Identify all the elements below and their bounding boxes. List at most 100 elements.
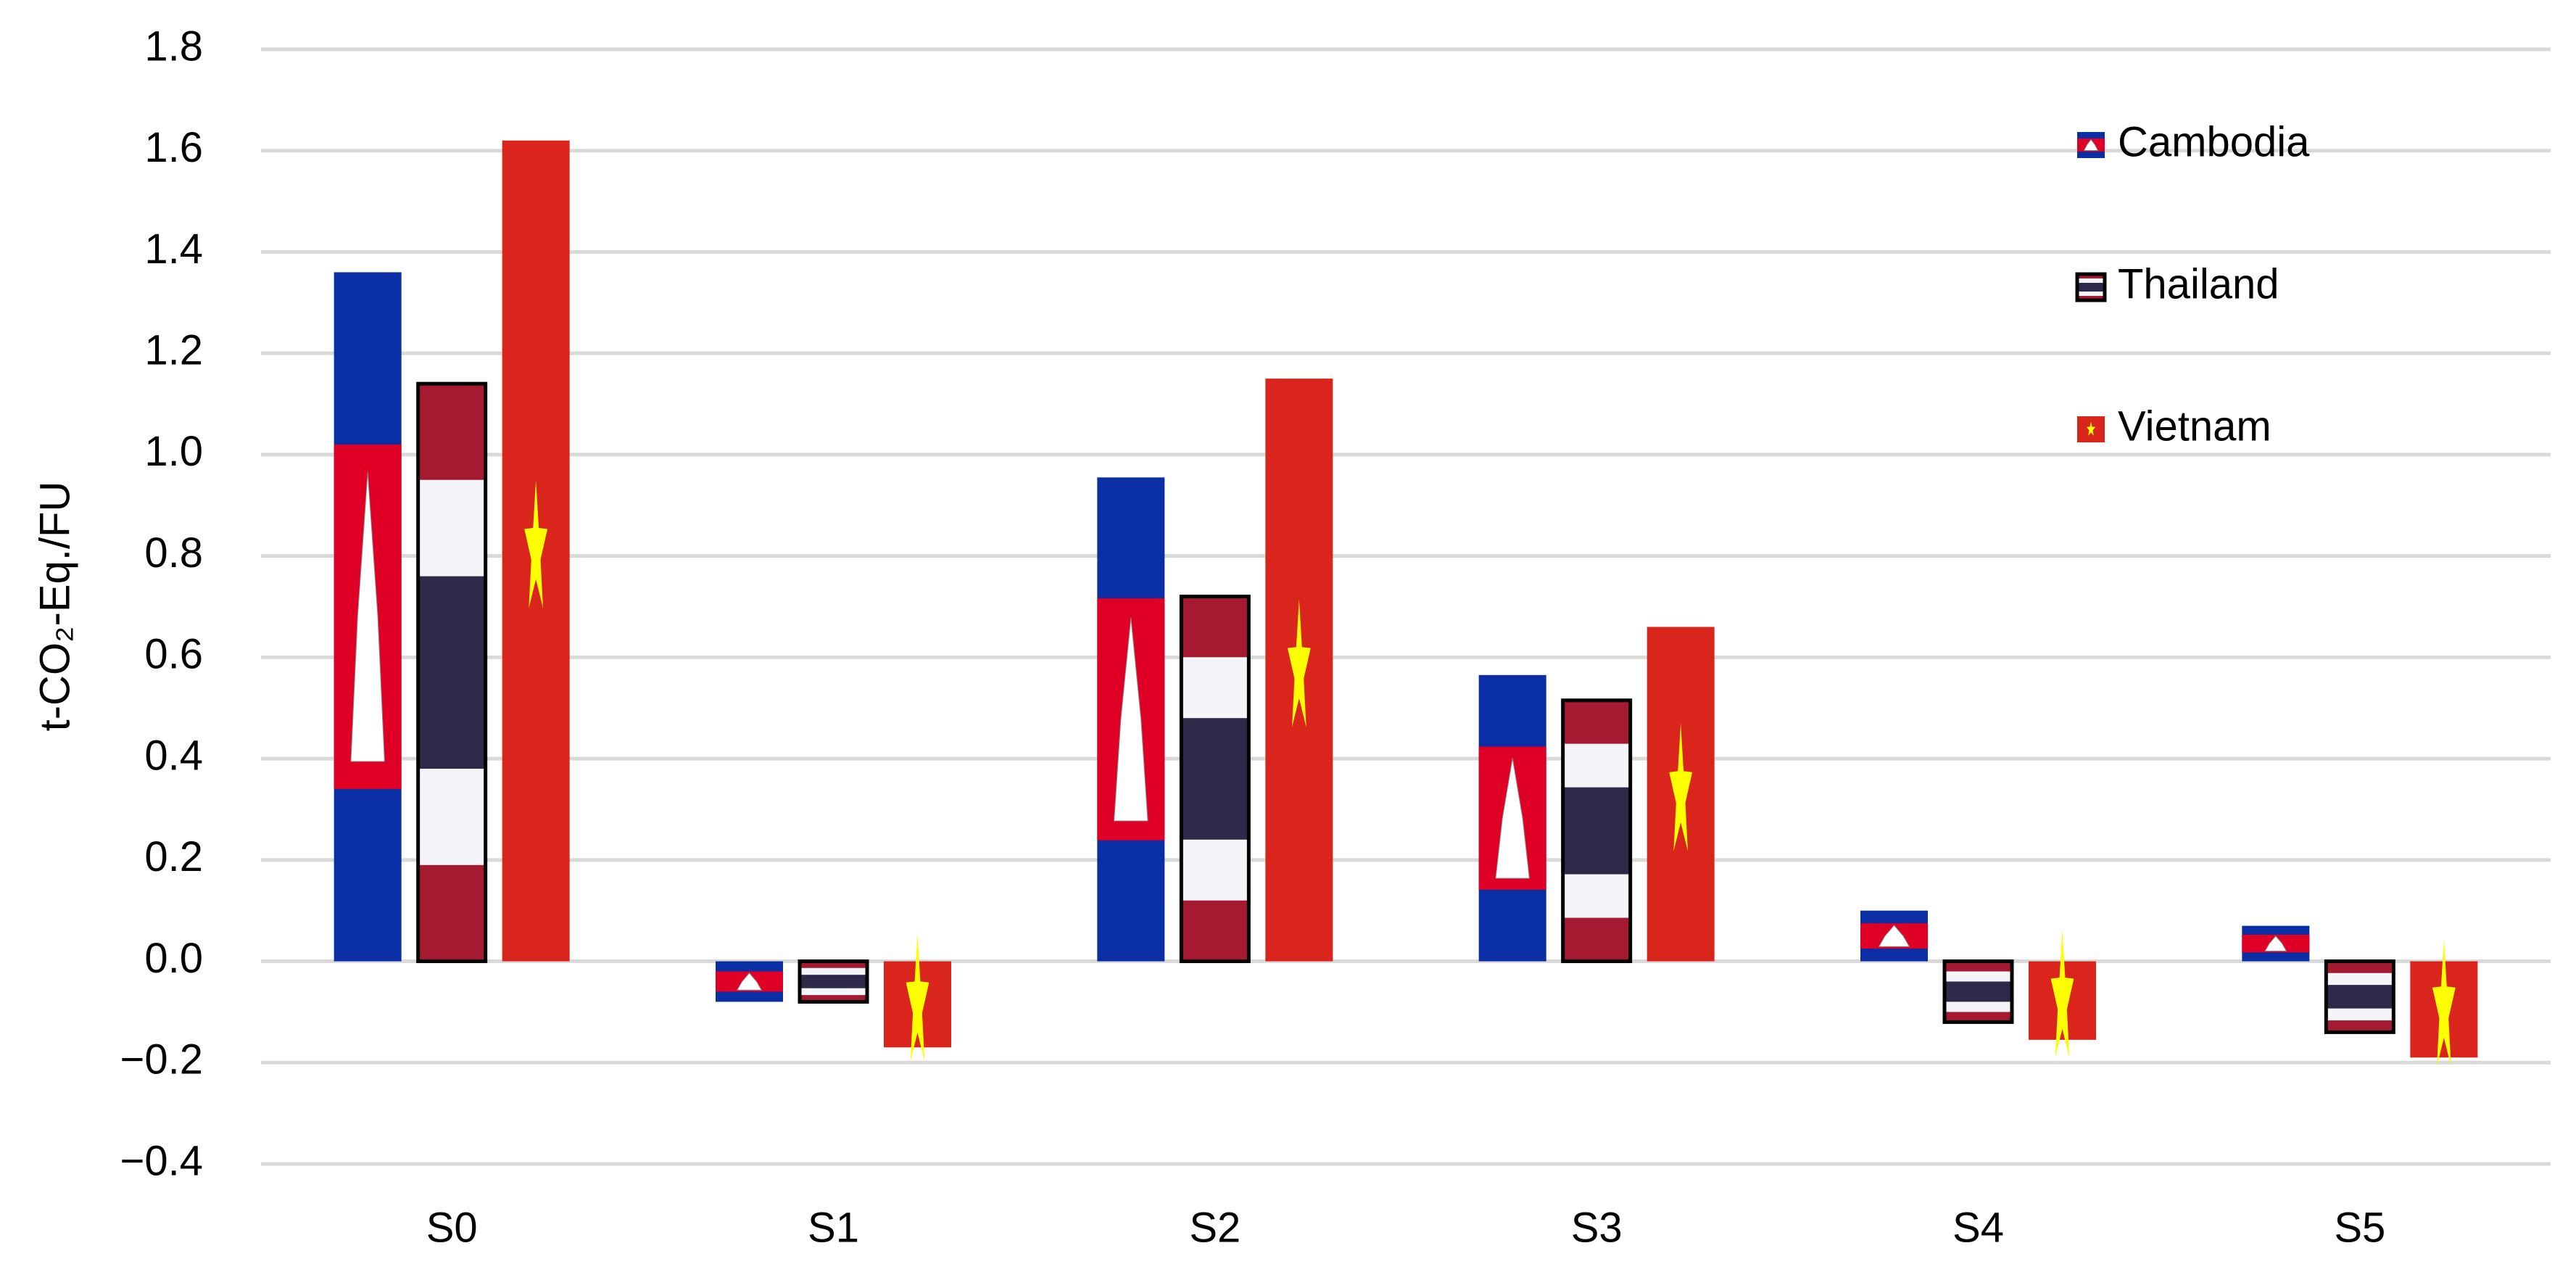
bar-group xyxy=(1647,627,1715,962)
flag-star xyxy=(906,933,929,1062)
bar-group xyxy=(2029,930,2096,1058)
bar xyxy=(416,381,488,964)
flag-temple xyxy=(2083,139,2099,152)
flag-stripe xyxy=(1945,971,2012,982)
y-tick-label: −0.2 xyxy=(120,1036,204,1083)
flag-stripe xyxy=(800,988,867,996)
flag-stripe xyxy=(1945,961,2012,972)
flag-temple xyxy=(1114,617,1148,822)
flag-stripe xyxy=(1945,981,2012,1002)
flag-temple xyxy=(736,972,763,991)
flag-stripe xyxy=(2326,1020,2394,1033)
bar-group xyxy=(1179,595,1251,964)
x-tick-label: S2 xyxy=(1189,1204,1241,1251)
bar-group xyxy=(1478,674,1546,962)
flag-stripe xyxy=(418,576,486,769)
flag-temple xyxy=(1878,925,1910,947)
bar xyxy=(1561,698,1633,964)
bar xyxy=(1942,959,2014,1024)
flag-star xyxy=(1669,723,1693,851)
bar xyxy=(1179,595,1251,964)
y-tick-label: 0.0 xyxy=(144,935,203,982)
flag-stripe xyxy=(1562,874,1631,918)
bar-group xyxy=(334,272,402,962)
flag-temple xyxy=(1495,758,1530,879)
flag-stripe xyxy=(1562,917,1631,962)
flag-stripe xyxy=(1945,1012,2012,1023)
bar-group xyxy=(1265,379,1333,962)
flag-stripe xyxy=(1562,700,1631,744)
y-tick-label: 0.4 xyxy=(144,732,203,779)
x-tick-label: S0 xyxy=(426,1204,478,1251)
y-tick-label: 0.6 xyxy=(144,631,203,678)
flag-stripe xyxy=(1181,596,1249,658)
bar-group xyxy=(2242,925,2310,962)
flag-stripe xyxy=(800,967,867,975)
flag-stripe xyxy=(418,384,486,480)
flag-stripe xyxy=(1181,900,1249,962)
flag-stripe xyxy=(418,769,486,865)
flag-stripe xyxy=(418,864,486,962)
y-tick-label: 0.8 xyxy=(144,529,203,577)
legend-item: Thailand xyxy=(2075,260,2279,307)
x-tick-label: S3 xyxy=(1571,1204,1623,1251)
bar-group xyxy=(798,959,869,1004)
flag-star xyxy=(2086,421,2096,436)
grid-group xyxy=(261,47,2551,1166)
flag-stripe xyxy=(1181,657,1249,719)
flag-star xyxy=(524,480,548,608)
x-tick-label: S4 xyxy=(1952,1204,2004,1251)
flag-stripe xyxy=(418,479,486,577)
y-tick-label: 1.4 xyxy=(144,226,203,273)
bar-group xyxy=(884,933,951,1062)
flag-stripe xyxy=(2326,1008,2394,1021)
flag-stripe xyxy=(1181,839,1249,901)
flag-stripe xyxy=(800,975,867,988)
bar xyxy=(798,959,869,1004)
bar-group xyxy=(502,140,570,962)
legend-label: Vietnam xyxy=(2118,402,2271,450)
flag-stripe xyxy=(2326,985,2394,1009)
bar-group xyxy=(2324,959,2395,1034)
y-tick-label: −0.4 xyxy=(120,1137,204,1184)
y-tick-label: 1.8 xyxy=(144,22,203,70)
y-axis-label: t-CO₂-Eq./FU xyxy=(31,482,78,732)
flag-stripe xyxy=(1562,743,1631,788)
bar-group xyxy=(2410,938,2478,1067)
bar-group xyxy=(1097,477,1165,962)
y-tick-label: 1.2 xyxy=(144,327,203,374)
flag-star xyxy=(2432,938,2456,1067)
x-tick-label: S5 xyxy=(2334,1204,2385,1251)
y-tick-label: 0.2 xyxy=(144,833,203,880)
flag-stripe xyxy=(1181,718,1249,840)
flag-temple xyxy=(350,471,385,762)
bar-group xyxy=(716,961,783,1002)
flag-stripe xyxy=(2077,278,2105,283)
legend-item: Cambodia xyxy=(2077,118,2310,165)
flag-stripe xyxy=(2077,283,2105,292)
flag-stripe xyxy=(2077,292,2105,296)
bar xyxy=(2324,959,2395,1034)
legend-label: Thailand xyxy=(2118,260,2279,307)
legend-label: Cambodia xyxy=(2118,118,2310,165)
y-tick-label: 1.0 xyxy=(144,428,203,475)
bar-group xyxy=(416,381,488,964)
flag-stripe xyxy=(2077,274,2105,278)
flag-temple xyxy=(2264,936,2287,951)
flag-star xyxy=(1287,599,1311,727)
y-tick-label: 1.6 xyxy=(144,124,203,171)
bar-group xyxy=(1942,959,2014,1024)
flag-stripe xyxy=(2326,972,2394,986)
flag-stripe xyxy=(800,961,867,968)
flag-stripe xyxy=(2077,296,2105,300)
flag-stripe xyxy=(2326,961,2394,973)
legend-border xyxy=(2075,272,2107,302)
bar-group xyxy=(1561,698,1633,964)
flag-stripe xyxy=(800,995,867,1002)
flag-stripe xyxy=(1945,1002,2012,1012)
x-tick-label: S1 xyxy=(808,1204,859,1251)
legend-item: Vietnam xyxy=(2077,402,2271,450)
flag-star xyxy=(2050,930,2074,1058)
